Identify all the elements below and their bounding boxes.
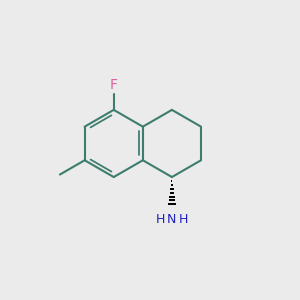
- Text: N: N: [167, 213, 177, 226]
- Text: F: F: [110, 78, 118, 92]
- Text: H: H: [178, 213, 188, 226]
- Text: H: H: [156, 213, 165, 226]
